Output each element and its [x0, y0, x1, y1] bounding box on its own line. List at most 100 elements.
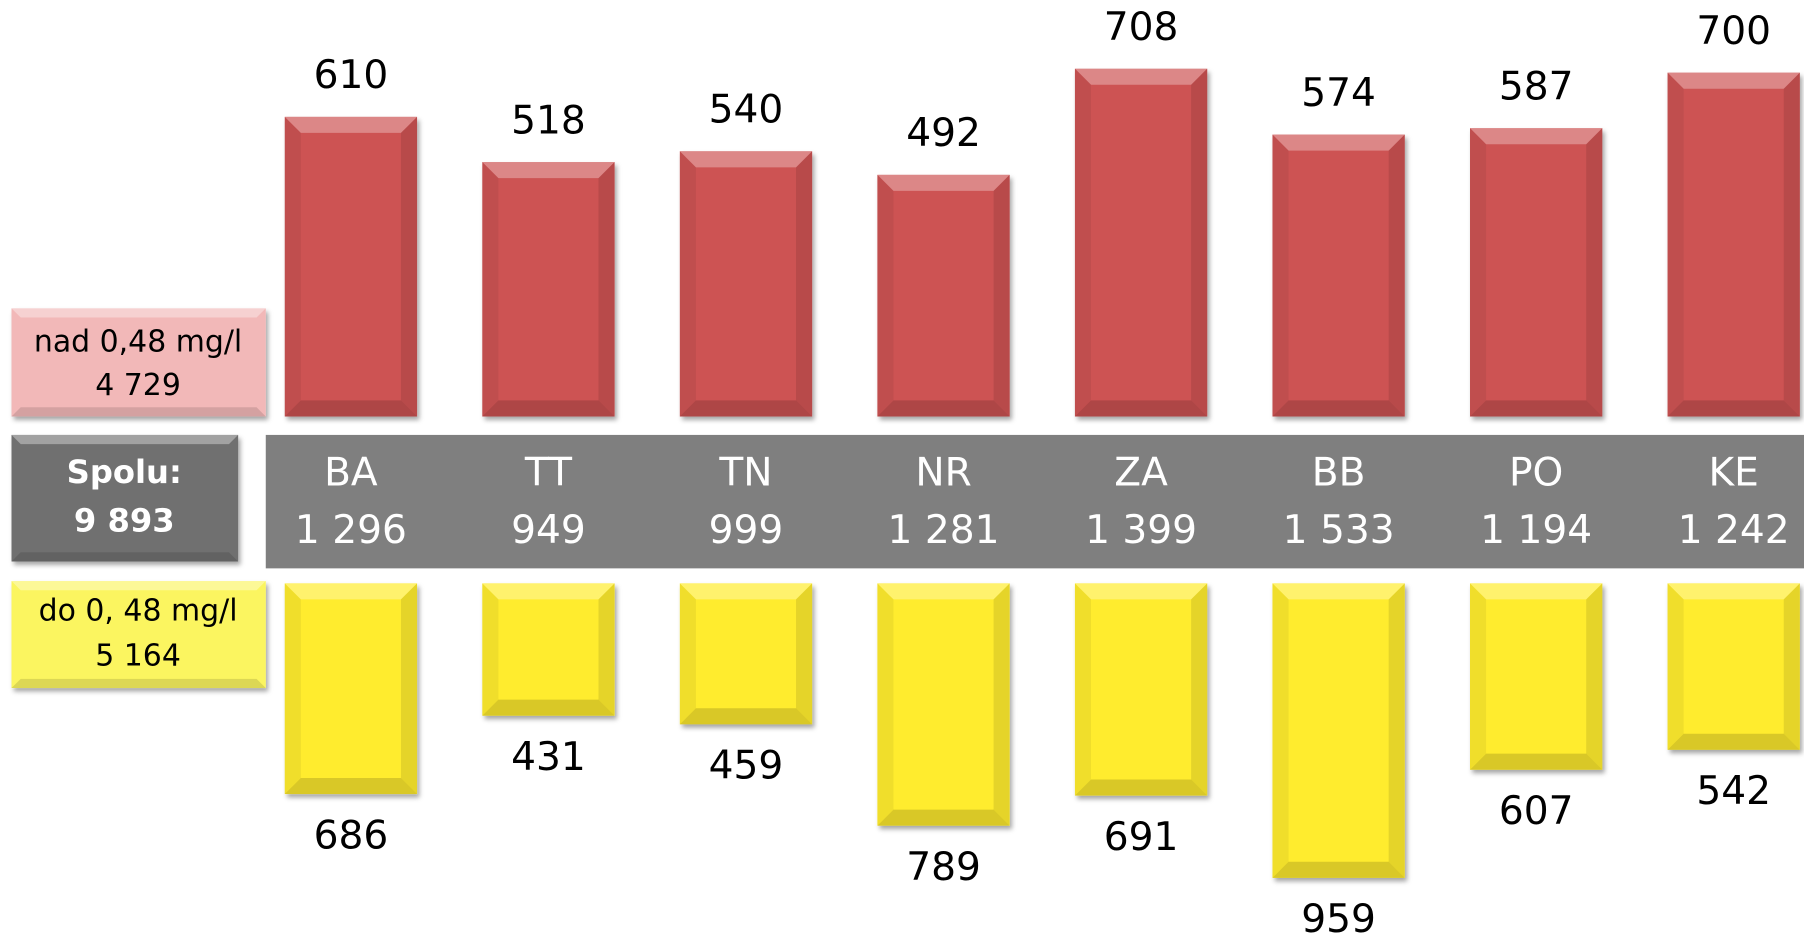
bar-bevel — [1074, 68, 1208, 85]
category-label: PO — [1509, 451, 1563, 496]
value-label: 691 — [1104, 815, 1179, 860]
total-label: 1 242 — [1678, 508, 1790, 553]
bar-bevel — [1470, 583, 1603, 600]
bar-bevel — [1783, 72, 1800, 417]
bar-bevel — [877, 809, 1010, 826]
total-label: 1 296 — [295, 508, 407, 553]
total-label: 1 533 — [1283, 508, 1395, 553]
bar-bevel — [679, 400, 813, 417]
bar-bevel — [679, 151, 813, 168]
value-label: 700 — [1696, 9, 1771, 54]
bar-bevel — [1272, 583, 1289, 878]
bar-bevel — [1783, 583, 1800, 750]
bar-bevel — [1470, 753, 1603, 770]
bar — [877, 174, 1010, 417]
bar — [1667, 583, 1800, 750]
bar — [482, 162, 615, 417]
bar-bevel — [1667, 72, 1800, 89]
bar-bevel — [796, 151, 813, 417]
legend-label: do 0, 48 mg/l — [39, 594, 238, 629]
bar-bevel — [1272, 400, 1405, 417]
value-label: 574 — [1301, 71, 1376, 116]
bar-bevel — [796, 583, 813, 725]
bar-bevel — [1272, 134, 1289, 417]
total-label: 1 399 — [1085, 508, 1197, 553]
bar-bevel — [482, 400, 615, 417]
value-label: 607 — [1499, 789, 1574, 834]
bar-bevel — [1470, 128, 1603, 145]
bar-bevel — [679, 151, 696, 417]
bar-bevel — [877, 174, 1010, 191]
bar-bevel — [284, 400, 418, 417]
bar-bevel — [400, 116, 418, 417]
bar-bevel — [1667, 733, 1800, 750]
value-label: 518 — [511, 98, 586, 143]
total-box — [11, 434, 239, 562]
bar-bevel — [1074, 400, 1208, 417]
bar-bevel — [284, 777, 418, 795]
bar-bevel — [1470, 128, 1487, 417]
bar-bevel — [679, 583, 813, 600]
bar-bevel — [598, 162, 615, 417]
legend-box-bevel — [11, 581, 266, 591]
value-label: 492 — [906, 111, 981, 156]
legend-box — [11, 581, 266, 689]
category-label: BB — [1312, 451, 1366, 496]
bar-bevel — [1074, 68, 1092, 417]
bar — [679, 151, 813, 417]
bar — [1272, 134, 1405, 417]
bar-bevel — [400, 583, 418, 795]
bar-bevel — [482, 162, 499, 417]
bar-bevel — [679, 708, 813, 725]
total-label: 949 — [511, 508, 586, 553]
legend-box — [11, 308, 266, 417]
bar-bevel — [1272, 861, 1405, 878]
bar — [1074, 583, 1208, 796]
value-label: 542 — [1696, 769, 1771, 814]
bar-bevel — [598, 583, 615, 716]
bar-bevel — [993, 583, 1010, 826]
legend-box-bevel — [11, 678, 266, 689]
bar-bevel — [877, 583, 1010, 600]
bar — [877, 583, 1010, 826]
bar-bevel — [1586, 128, 1603, 417]
bar — [1470, 128, 1603, 417]
category-label: NR — [915, 451, 971, 496]
bar-bevel — [877, 583, 894, 826]
value-label: 587 — [1499, 65, 1574, 110]
total-title: Spolu: — [67, 453, 182, 491]
bar-bevel — [1191, 583, 1208, 796]
bar-bevel — [284, 583, 301, 795]
bar-bevel — [1667, 72, 1684, 417]
bar-bevel — [1667, 583, 1684, 750]
legend-total: 4 729 — [95, 368, 181, 403]
bar — [1272, 583, 1405, 878]
legend-total: 5 164 — [95, 638, 181, 673]
bar — [1470, 583, 1603, 770]
value-label: 610 — [314, 53, 389, 98]
bar-bevel — [284, 116, 418, 133]
category-label: BA — [324, 451, 378, 496]
bar-bevel — [993, 174, 1010, 417]
bar-bevel — [1272, 583, 1405, 600]
value-label: 708 — [1104, 5, 1179, 50]
bar — [1074, 68, 1208, 417]
bar-bevel — [482, 699, 615, 716]
bar-bevel — [1586, 583, 1603, 770]
value-label: 431 — [511, 735, 586, 780]
bar — [284, 116, 418, 417]
value-label: 459 — [709, 744, 784, 789]
bar — [1667, 72, 1800, 417]
legend-label: nad 0,48 mg/l — [34, 324, 242, 359]
bar-bevel — [1667, 583, 1800, 600]
category-label: TT — [524, 451, 572, 496]
bar-bevel — [482, 162, 615, 179]
total-box-bevel — [11, 552, 239, 562]
value-label: 959 — [1301, 897, 1376, 940]
bar-bevel — [1272, 134, 1405, 151]
bar-bevel — [1191, 68, 1208, 417]
category-label: ZA — [1114, 451, 1168, 496]
category-label: KE — [1709, 451, 1759, 496]
